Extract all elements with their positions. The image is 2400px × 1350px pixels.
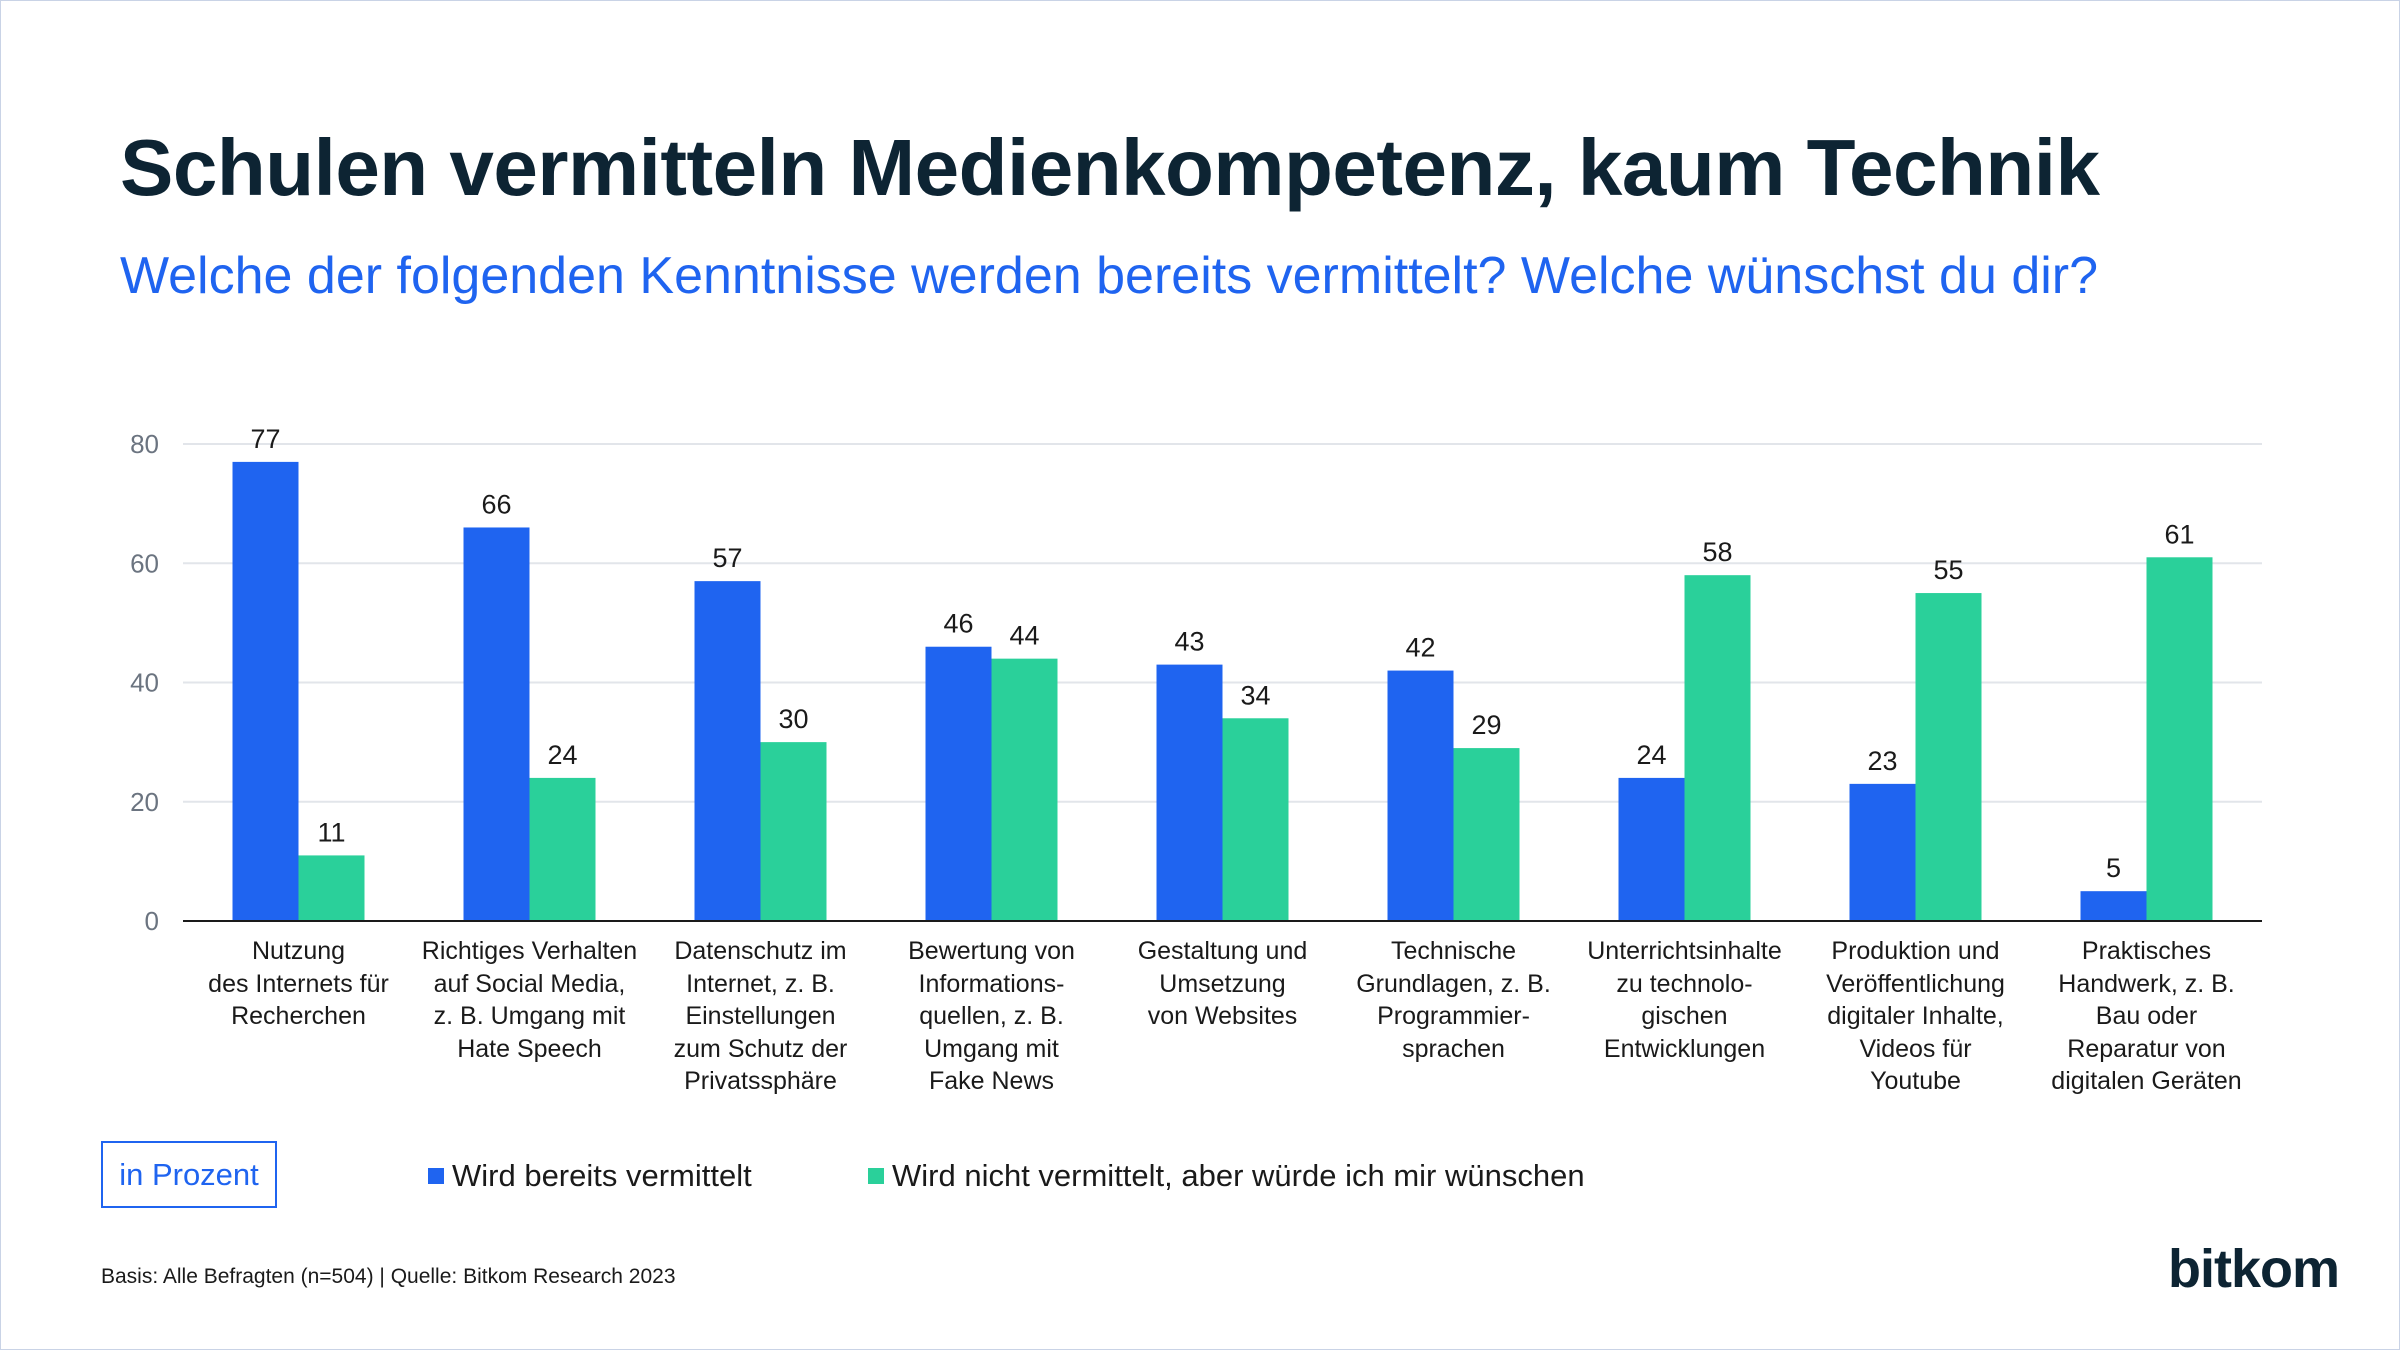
data-label: 77 xyxy=(250,424,280,454)
bar-series-1 xyxy=(925,646,992,921)
data-label: 66 xyxy=(481,489,511,519)
y-tick-label: 60 xyxy=(130,548,159,578)
chart-title: Schulen vermitteln Medienkompetenz, kaum… xyxy=(120,123,2100,212)
data-label: 34 xyxy=(1240,680,1270,710)
legend-item-series-2: Wird nicht vermittelt, aber würde ich mi… xyxy=(868,1158,1585,1194)
x-tick-label: Unterrichtsinhalte zu technolo-gischen Ent… xyxy=(1587,937,1782,1063)
legend-item-series-1: Wird bereits vermittelt xyxy=(428,1158,752,1194)
bar-series-1 xyxy=(1387,670,1454,921)
data-label: 11 xyxy=(317,817,345,847)
bar-series-2 xyxy=(991,658,1058,921)
data-label: 42 xyxy=(1405,633,1435,663)
data-label: 44 xyxy=(1009,621,1039,651)
bar-series-1 xyxy=(1618,777,1685,921)
data-label: 23 xyxy=(1867,746,1897,776)
bar-series-2 xyxy=(1453,748,1520,921)
x-tick-label: Bewertung von Informations-quellen, z. B.… xyxy=(908,937,1075,1095)
x-tick-label: Gestaltung und Umsetzung von Websites xyxy=(1137,937,1308,1030)
bar-series-1 xyxy=(1849,783,1916,921)
data-label: 43 xyxy=(1174,627,1204,657)
x-tick-label: Praktisches Handwerk, z. B. Bau oder Repara… xyxy=(2051,937,2242,1095)
data-label: 5 xyxy=(2106,853,2121,883)
legend-label-series-1: Wird bereits vermittelt xyxy=(452,1158,752,1193)
x-tick-label: Technische Grundlagen, z. B. Programmier-s… xyxy=(1356,937,1551,1063)
bar-series-2 xyxy=(2146,557,2213,921)
unit-label: in Prozent xyxy=(101,1141,277,1208)
chart-subtitle: Welche der folgenden Kenntnisse werden b… xyxy=(120,247,2099,305)
y-tick-label: 40 xyxy=(130,668,159,698)
y-tick-label: 20 xyxy=(130,787,159,817)
data-label: 24 xyxy=(547,740,577,770)
y-tick-label: 0 xyxy=(145,906,159,936)
data-label: 61 xyxy=(2164,519,2194,549)
legend-label-series-2: Wird nicht vermittelt, aber würde ich mi… xyxy=(892,1158,1585,1193)
bar-series-1 xyxy=(232,461,299,921)
bar-series-2 xyxy=(1915,593,1982,921)
x-tick-label: Produktion und Veröffentlichung digitaler … xyxy=(1826,937,2005,1095)
bar-series-1 xyxy=(1156,664,1223,921)
x-tick-label: Nutzung des Internets für Recherchen xyxy=(208,937,389,1030)
bar-series-1 xyxy=(463,527,530,921)
bar-series-2 xyxy=(1684,575,1751,921)
source-note: Basis: Alle Befragten (n=504) | Quelle: … xyxy=(101,1265,676,1288)
data-label: 24 xyxy=(1636,740,1666,770)
y-tick-label: 80 xyxy=(130,429,159,459)
legend-swatch-series-1 xyxy=(428,1168,444,1184)
data-label: 30 xyxy=(778,704,808,734)
bar-series-1 xyxy=(694,581,761,921)
bar-series-2 xyxy=(298,855,365,921)
bar-series-2 xyxy=(760,742,827,921)
bar-series-2 xyxy=(1222,718,1289,921)
bar-series-1 xyxy=(2080,891,2147,921)
data-label: 46 xyxy=(943,609,973,639)
bitkom-logo: bitkom xyxy=(2168,1239,2340,1299)
data-label: 55 xyxy=(1933,555,1963,585)
x-tick-label: Richtiges Verhalten auf Social Media, z. B… xyxy=(421,937,638,1063)
data-label: 57 xyxy=(712,543,742,573)
bar-series-2 xyxy=(529,777,596,921)
x-tick-label: Datenschutz im Internet, z. B. Einstellung… xyxy=(673,937,848,1095)
data-label: 29 xyxy=(1471,710,1501,740)
legend-swatch-series-2 xyxy=(868,1168,884,1184)
data-label: 58 xyxy=(1702,537,1732,567)
